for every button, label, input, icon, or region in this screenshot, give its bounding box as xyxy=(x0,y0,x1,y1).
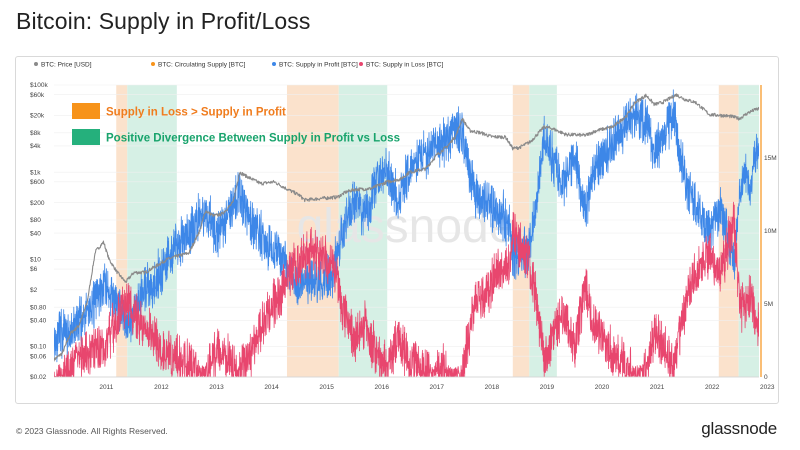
axes: $100k $60k $20k $8k $4k $1k $600 $200 $80 $40 $10 $… xyxy=(30,82,777,391)
annotation-loss-swatch xyxy=(72,103,100,119)
chart-frame: glassnode $100k $60k $20k $8k $4k $1k $600 $200… xyxy=(15,56,779,404)
annotation-divergence-swatch xyxy=(72,129,100,145)
y-left-tick-label: $600 xyxy=(30,179,45,186)
x-tick-label: 2020 xyxy=(595,384,610,391)
y-left-tick-label: $0.40 xyxy=(30,317,47,324)
x-tick-label: 2013 xyxy=(209,384,224,391)
x-tick-label: 2023 xyxy=(760,384,775,391)
y-right-tick-label: 15M xyxy=(764,155,777,162)
x-tick-label: 2018 xyxy=(485,384,500,391)
y-left-tick-label: $40 xyxy=(30,230,41,237)
loss-dominant-band xyxy=(286,85,339,377)
annotations: Supply in Loss > Supply in Profit Positiv… xyxy=(72,103,400,145)
y-left-tick-label: $8k xyxy=(30,130,41,137)
y-left-tick-label: $20k xyxy=(30,113,45,120)
footer-copyright: © 2023 Glassnode. All Rights Reserved. xyxy=(16,426,168,436)
legend-marker xyxy=(359,62,363,66)
x-tick-label: 2017 xyxy=(430,384,445,391)
x-tick-label: 2011 xyxy=(99,384,113,391)
legend-marker xyxy=(151,62,155,66)
y-left-tick-label: $2 xyxy=(30,287,38,294)
y-left-tick-label: $0.10 xyxy=(30,344,47,351)
y-right-tick-label: 10M xyxy=(764,228,777,235)
x-tick-label: 2014 xyxy=(264,384,279,391)
chart-svg: glassnode $100k $60k $20k $8k $4k $1k $600 $200… xyxy=(30,61,777,391)
y-left-tick-label: $80 xyxy=(30,217,41,224)
y-left-tick-label: $0.02 xyxy=(30,374,47,381)
x-tick-label: 2015 xyxy=(319,384,334,391)
legend-label: BTC: Circulating Supply [BTC] xyxy=(158,61,246,68)
y-right-tick-label: 0 xyxy=(764,374,768,381)
y-left-tick-label: $1k xyxy=(30,169,41,176)
y-left-tick-label: $6 xyxy=(30,266,38,273)
y-right-tick-label: 5M xyxy=(764,301,773,308)
series-layer xyxy=(54,89,759,377)
page-title: Bitcoin: Supply in Profit/Loss xyxy=(16,8,311,34)
watermark: glassnode xyxy=(297,200,516,253)
footer-logo[interactable]: glassnode xyxy=(701,419,777,438)
loss-dominant-band xyxy=(116,85,128,377)
y-left-tick-label: $200 xyxy=(30,200,45,207)
price-line xyxy=(54,93,759,362)
x-tick-label: 2019 xyxy=(540,384,555,391)
legend-marker xyxy=(272,62,276,66)
annotation-divergence-label: Positive Divergence Between Supply in Pr… xyxy=(106,133,400,145)
legend-label: BTC: Supply in Profit [BTC] xyxy=(279,61,358,68)
legend-label: BTC: Price [USD] xyxy=(41,61,92,68)
x-tick-label: 2022 xyxy=(705,384,720,391)
annotation-loss-label: Supply in Loss > Supply in Profit xyxy=(106,107,286,119)
x-tick-label: 2012 xyxy=(154,384,169,391)
y-left-tick-label: $0.06 xyxy=(30,353,47,360)
y-left-tick-label: $100k xyxy=(30,82,48,89)
legend-marker xyxy=(34,62,38,66)
y-left-tick-label: $4k xyxy=(30,143,41,150)
y-left-tick-label: $10 xyxy=(30,257,41,264)
y-left-tick-label: $0.80 xyxy=(30,304,47,311)
positive-divergence-band xyxy=(738,85,759,377)
loss-dominant-band xyxy=(512,85,530,377)
supply-in-loss-line xyxy=(54,201,759,377)
x-tick-label: 2021 xyxy=(650,384,665,391)
x-tick-label: 2016 xyxy=(374,384,389,391)
y-left-tick-label: $60k xyxy=(30,92,45,99)
legend-label: BTC: Supply in Loss [BTC] xyxy=(366,61,443,68)
supply-in-profit-line xyxy=(54,89,759,363)
legend: BTC: Price [USD] BTC: Circulating Supply … xyxy=(34,61,443,68)
